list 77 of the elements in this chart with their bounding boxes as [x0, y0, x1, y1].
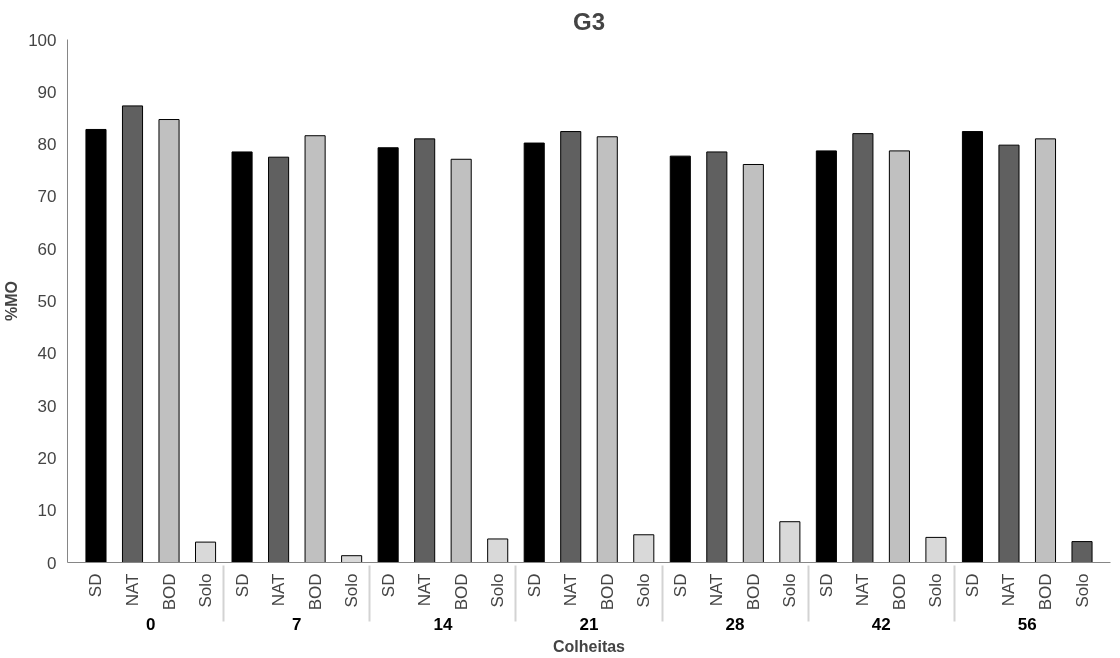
bar [998, 144, 1020, 563]
x-tick-label: BOD [159, 573, 179, 611]
x-tick-label: BOD [1036, 573, 1055, 611]
bar [560, 131, 582, 563]
x-tick-label: SD [962, 573, 982, 598]
bar [596, 136, 618, 563]
y-tick-label: 50 [37, 292, 57, 311]
x-tick-label: NAT [853, 573, 873, 607]
y-tick-label: 90 [37, 82, 57, 102]
y-tick-label: 0 [47, 553, 57, 573]
x-tick-label: NAT [707, 573, 727, 607]
x-tick-label: Solo [342, 573, 362, 608]
bar [888, 150, 910, 563]
bar [304, 135, 326, 563]
text: 28 [725, 615, 745, 635]
x-tick-label: Solo [780, 573, 800, 608]
x-tick-label: SD [86, 573, 106, 598]
bar [231, 151, 253, 563]
bar [742, 164, 764, 563]
x-tick-label: BOD [743, 573, 763, 611]
text: 14 [433, 615, 453, 635]
y-tick-label: 10 [37, 501, 57, 521]
y-tick-label: 100 [28, 30, 57, 50]
x-axis-title: Colheitas [552, 638, 626, 656]
bar [487, 538, 509, 563]
y-tick-label: 20 [37, 448, 57, 468]
x-tick-label: NAT [123, 573, 142, 607]
y-tick-label: 60 [37, 239, 57, 259]
x-tick-label: Solo [926, 573, 946, 608]
x-tick-label: NAT [269, 573, 289, 607]
x-tick-label: SD [524, 573, 544, 598]
bar [815, 150, 837, 563]
x-tick-label: NAT [999, 573, 1019, 607]
x-tick-label: SD [378, 573, 398, 598]
x-tick-label: Solo [1072, 573, 1092, 608]
y-axis-title: %MO [3, 281, 21, 321]
x-tick-label: SD [232, 573, 252, 598]
bar [341, 555, 363, 563]
y-tick-label: 30 [37, 396, 57, 416]
bar [961, 131, 983, 563]
x-tick-label: BOD [305, 573, 325, 611]
bar [158, 119, 180, 563]
bar [633, 534, 655, 563]
chart-title: G3 [572, 7, 606, 35]
y-tick-label: 70 [37, 187, 57, 207]
bar [779, 521, 801, 563]
text: 42 [871, 615, 891, 635]
x-tick-label: NAT [561, 573, 581, 607]
bar [414, 138, 436, 563]
x-tick-label: BOD [451, 573, 471, 611]
text: 7 [292, 615, 302, 635]
bar [121, 105, 144, 563]
x-tick-label: Solo [634, 573, 654, 608]
bar [706, 151, 728, 563]
y-tick-label: 40 [37, 344, 57, 364]
bar [195, 541, 217, 563]
bar [1034, 138, 1057, 563]
bar [925, 536, 947, 563]
bar [852, 133, 874, 563]
bar [523, 142, 545, 563]
bar [268, 156, 290, 563]
bar [669, 155, 691, 563]
x-tick-label: SD [670, 573, 690, 598]
x-tick-label: BOD [597, 573, 617, 611]
y-tick-label: 80 [37, 135, 57, 155]
bar [1071, 541, 1093, 563]
x-tick-label: NAT [415, 573, 435, 607]
x-tick-label: Solo [196, 573, 216, 608]
bar [377, 147, 399, 563]
text: 56 [1017, 615, 1037, 635]
x-tick-label: Solo [488, 573, 508, 608]
x-tick-label: SD [816, 573, 836, 598]
bar [450, 158, 472, 563]
bar [85, 128, 107, 563]
text: 0 [146, 615, 156, 635]
text: 21 [579, 615, 599, 635]
x-tick-label: BOD [889, 573, 909, 611]
